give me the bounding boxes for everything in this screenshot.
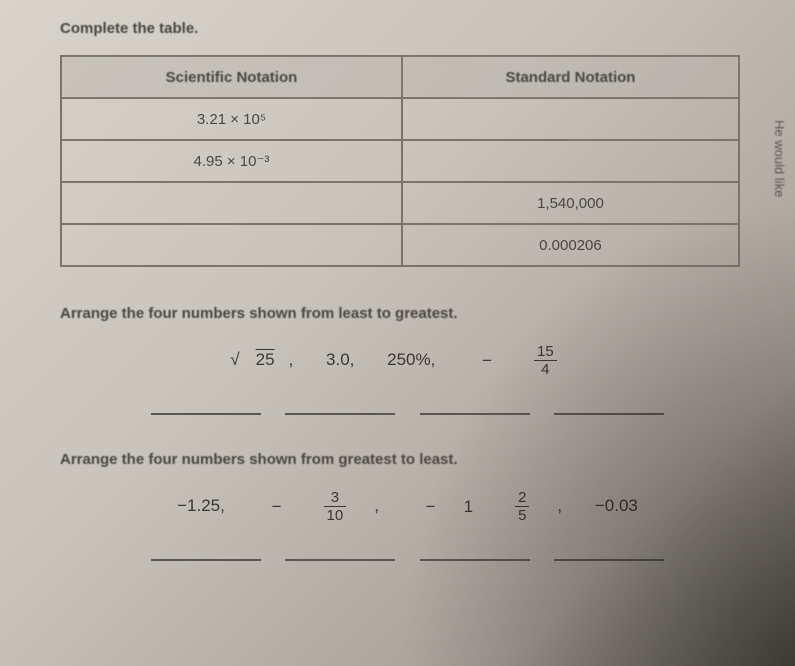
table-header-scientific: Scientific Notation <box>61 56 402 98</box>
table-row: 4.95 × 10⁻³ <box>61 140 739 182</box>
p1-value-2: 3.0, <box>326 350 354 369</box>
p2-value-2: −310, <box>258 496 384 515</box>
notation-table: Scientific Notation Standard Notation 3.… <box>60 55 740 267</box>
cell-sci-0: 3.21 × 10⁵ <box>61 98 402 140</box>
p1-value-4: −154 <box>468 350 585 369</box>
p2-value-1: −1.25, <box>177 496 225 515</box>
problem1-text: Arrange the four numbers shown from leas… <box>60 305 755 322</box>
margin-text: He would like <box>772 120 787 197</box>
problem1-blanks <box>60 397 755 415</box>
table-row: 0.000206 <box>61 224 739 266</box>
blank[interactable] <box>151 397 261 415</box>
blank[interactable] <box>285 543 395 561</box>
cell-std-1[interactable] <box>402 140 739 182</box>
cell-std-3: 0.000206 <box>402 224 739 266</box>
blank[interactable] <box>151 543 261 561</box>
table-instruction: Complete the table. <box>60 20 755 37</box>
cell-sci-3[interactable] <box>61 224 402 266</box>
table-header-standard: Standard Notation <box>402 56 739 98</box>
problem2-blanks <box>60 543 755 561</box>
table-row: 1,540,000 <box>61 182 739 224</box>
problem2-numbers: −1.25, −310, −125, −0.03 <box>60 490 755 523</box>
blank[interactable] <box>420 397 530 415</box>
blank[interactable] <box>285 397 395 415</box>
blank[interactable] <box>420 543 530 561</box>
cell-std-2: 1,540,000 <box>402 182 739 224</box>
photo-shadow <box>398 200 795 666</box>
p2-value-4: −0.03 <box>595 496 638 515</box>
p1-value-3: 250%, <box>387 350 435 369</box>
cell-sci-2[interactable] <box>61 182 402 224</box>
problem1-numbers: √25, 3.0, 250%, −154 <box>60 344 755 377</box>
table-row: 3.21 × 10⁵ <box>61 98 739 140</box>
blank[interactable] <box>554 397 664 415</box>
p2-value-3: −125, <box>412 496 567 515</box>
p1-value-1: √25, <box>230 350 293 369</box>
cell-sci-1: 4.95 × 10⁻³ <box>61 140 402 182</box>
blank[interactable] <box>554 543 664 561</box>
cell-std-0[interactable] <box>402 98 739 140</box>
problem2-text: Arrange the four numbers shown from grea… <box>60 451 755 468</box>
